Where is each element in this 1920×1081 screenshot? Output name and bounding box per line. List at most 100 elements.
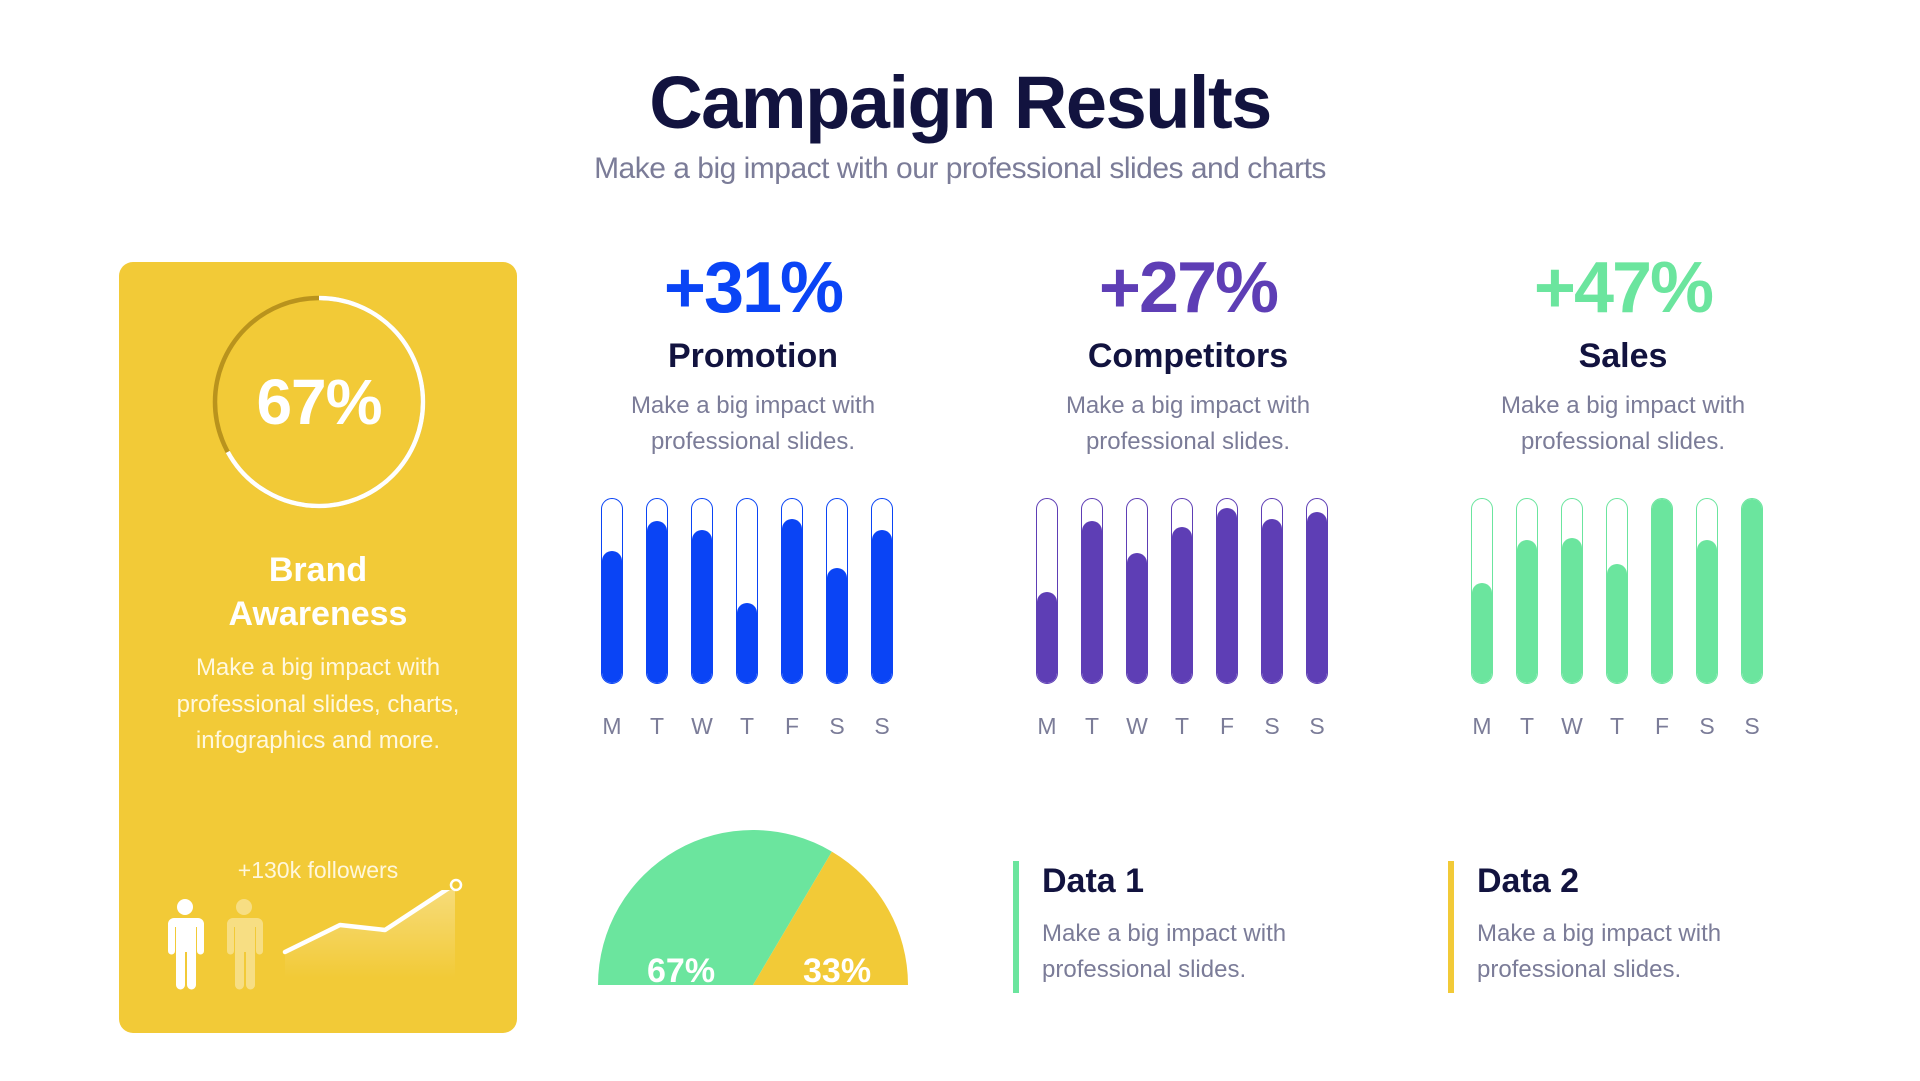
bar-competitors-3 <box>1171 498 1193 684</box>
bar-fill <box>1652 499 1672 683</box>
bar-competitors-0 <box>1036 498 1058 684</box>
progress-ring <box>212 295 426 509</box>
day-label: W <box>1126 713 1148 739</box>
pie-label-right: 33% <box>803 952 872 990</box>
day-label: T <box>739 713 755 739</box>
bar-fill <box>1037 591 1057 683</box>
data2-accent-bar <box>1448 861 1454 993</box>
day-label: S <box>1744 713 1760 739</box>
day-label: F <box>1219 713 1235 739</box>
day-label: W <box>1561 713 1583 739</box>
day-label: M <box>602 713 622 739</box>
metric-percent: +47% <box>1533 248 1714 328</box>
bar-fill <box>1562 537 1582 683</box>
page-subtitle: Make a big impact with our professional … <box>594 152 1326 185</box>
bar-promotion-1 <box>646 498 668 684</box>
trend-end-marker-icon <box>449 878 463 892</box>
bar-promotion-4 <box>781 498 803 684</box>
bar-fill <box>692 530 712 683</box>
bar-fill <box>1697 539 1717 683</box>
metric-description: Make a big impact with professional slide… <box>630 392 876 455</box>
bar-fill <box>1217 508 1237 683</box>
bar-promotion-0 <box>601 498 623 684</box>
bar-fill <box>647 521 667 683</box>
bar-promotion-3 <box>736 498 758 684</box>
metric-sales: +47% Sales Make a big impact with profess… <box>1443 248 1803 460</box>
day-label: T <box>649 713 665 739</box>
day-label: T <box>1084 713 1100 739</box>
metric-name: Promotion <box>668 337 838 375</box>
metric-promotion: +31% Promotion Make a big impact with pro… <box>573 248 933 460</box>
day-label: T <box>1519 713 1535 739</box>
bar-fill <box>1517 539 1537 683</box>
data1-title: Data 1 <box>1042 862 1145 900</box>
pie-slice-33 <box>753 851 908 985</box>
card-title-line1: Brand <box>268 551 368 589</box>
bar-competitors-5 <box>1261 498 1283 684</box>
pie-label-left: 67% <box>647 952 716 990</box>
bar-fill <box>1607 563 1627 683</box>
bar-competitors-4 <box>1216 498 1238 684</box>
bar-promotion-2 <box>691 498 713 684</box>
bar-competitors-2 <box>1126 498 1148 684</box>
bar-fill <box>1172 526 1192 683</box>
person-icon <box>168 899 204 990</box>
metric-percent: +27% <box>1098 248 1279 328</box>
data1-description: Make a big impact with professional slide… <box>1042 920 1287 983</box>
card-description: Make a big impact with professional slid… <box>176 654 460 754</box>
bar-promotion-5 <box>826 498 848 684</box>
metric-description: Make a big impact with professional slide… <box>1065 392 1311 455</box>
metric-description: Make a big impact with professional slide… <box>1500 392 1746 455</box>
day-label: S <box>874 713 890 739</box>
data1-accent-bar <box>1013 861 1019 993</box>
pie-slice-67 <box>598 830 832 985</box>
day-label: F <box>1654 713 1670 739</box>
card-title-line2: Awareness <box>228 595 408 633</box>
bar-competitors-1 <box>1081 498 1103 684</box>
day-label: M <box>1472 713 1492 739</box>
bar-fill <box>1082 521 1102 683</box>
bar-fill <box>827 567 847 683</box>
bar-fill <box>872 530 892 683</box>
bar-sales-1 <box>1516 498 1538 684</box>
metric-name: Sales <box>1578 337 1668 375</box>
day-label: T <box>1174 713 1190 739</box>
data2-title: Data 2 <box>1477 862 1580 900</box>
bar-promotion-6 <box>871 498 893 684</box>
bar-fill <box>1307 511 1327 683</box>
bar-fill <box>602 550 622 683</box>
card-title: Brand Awareness <box>119 548 517 636</box>
day-label: S <box>1264 713 1280 739</box>
trend-line-icon <box>282 890 455 978</box>
semi-pie-chart <box>598 830 908 985</box>
bar-sales-0 <box>1471 498 1493 684</box>
day-label: S <box>1309 713 1325 739</box>
bar-fill <box>737 603 757 683</box>
ring-value: 67% <box>256 366 382 438</box>
day-label: T <box>1609 713 1625 739</box>
bar-fill <box>1472 582 1492 683</box>
page-title: Campaign Results <box>649 61 1272 144</box>
metric-name: Competitors <box>1087 337 1289 375</box>
data2-description: Make a big impact with professional slide… <box>1477 920 1722 983</box>
bar-sales-5 <box>1696 498 1718 684</box>
bar-competitors-6 <box>1306 498 1328 684</box>
metric-percent: +31% <box>663 248 844 328</box>
person-icon-faded <box>227 899 263 990</box>
day-label: S <box>829 713 845 739</box>
bar-sales-3 <box>1606 498 1628 684</box>
followers-count: +130k followers <box>237 857 399 883</box>
bar-fill <box>1262 519 1282 683</box>
day-label: F <box>784 713 800 739</box>
day-label: S <box>1699 713 1715 739</box>
bar-fill <box>1127 552 1147 683</box>
bar-sales-6 <box>1741 498 1763 684</box>
bar-sales-4 <box>1651 498 1673 684</box>
bar-fill <box>782 519 802 683</box>
metric-competitors: +27% Competitors Make a big impact with p… <box>1008 248 1368 460</box>
bar-sales-2 <box>1561 498 1583 684</box>
bar-fill <box>1742 499 1762 683</box>
followers-illustration <box>168 890 455 990</box>
day-label: M <box>1037 713 1057 739</box>
day-label: W <box>691 713 713 739</box>
